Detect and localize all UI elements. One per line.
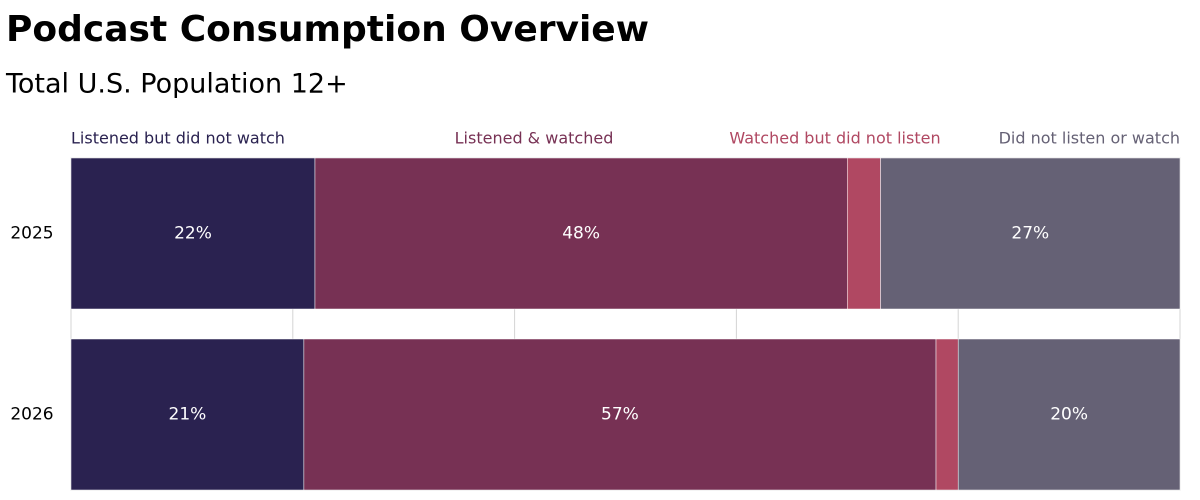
chart-title: Podcast Consumption Overview [6, 9, 649, 50]
bar-segment [303, 338, 937, 491]
bar-segment [935, 338, 959, 491]
legend-label: Listened but did not watch [71, 129, 285, 148]
chart-subtitle: Total U.S. Population 12+ [5, 69, 348, 100]
data-label: 48% [562, 224, 600, 244]
bar-segment [70, 157, 316, 310]
bar-segment [314, 157, 848, 310]
data-label: 21% [169, 405, 207, 425]
legend-label: Did not listen or watch [999, 129, 1180, 148]
legend-label: Watched but did not listen [729, 129, 940, 148]
legend-label: Listened & watched [455, 129, 614, 148]
data-label: 22% [174, 224, 212, 244]
data-label: 20% [1050, 405, 1088, 425]
bar-segment [847, 157, 881, 310]
bar-segment [880, 157, 1181, 310]
bar-segment [70, 338, 305, 491]
data-label: 27% [1011, 224, 1049, 244]
data-label: 57% [601, 405, 639, 425]
y-tick-label: 2025 [10, 224, 53, 244]
y-tick-label: 2026 [10, 405, 53, 425]
bar-segment [957, 338, 1181, 491]
